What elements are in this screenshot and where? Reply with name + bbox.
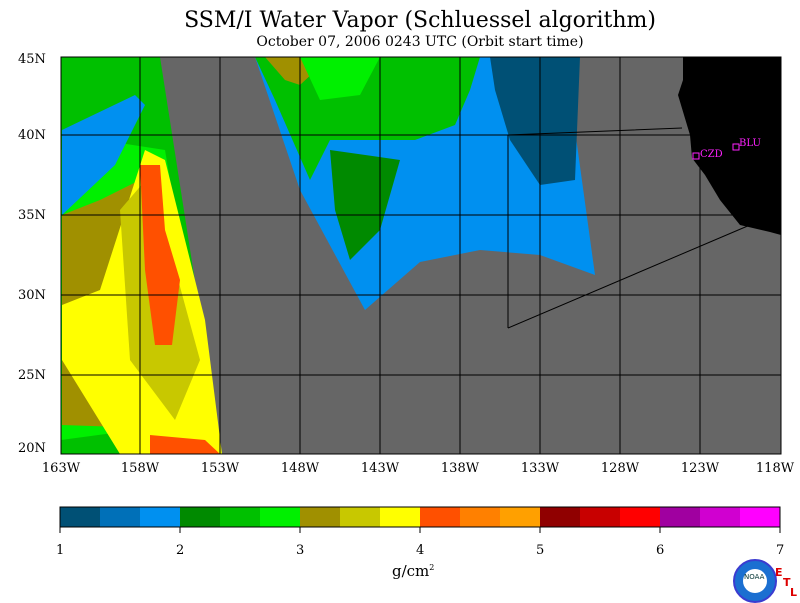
lon-label-153w: 153W xyxy=(200,461,240,476)
lat-label-30n: 30N xyxy=(18,288,46,303)
colorbar xyxy=(59,506,781,528)
lat-label-35n: 35N xyxy=(18,208,46,223)
middle-swath-darkgreen xyxy=(330,150,400,260)
track-line-diagonal xyxy=(507,224,751,329)
colorbar-swatch xyxy=(340,507,381,527)
colorbar-swatch xyxy=(460,507,501,527)
lon-label-123w: 123W xyxy=(680,461,720,476)
colorbar-swatch xyxy=(380,507,421,527)
station-blu-marker xyxy=(732,143,740,151)
lon-label-138w: 138W xyxy=(440,461,480,476)
colorbar-swatch xyxy=(60,507,101,527)
left-swath-orange-bottom xyxy=(150,435,220,454)
lon-label-148w: 148W xyxy=(280,461,320,476)
land-mass xyxy=(678,57,781,235)
colorbar-swatch xyxy=(140,507,181,527)
left-swath-orange xyxy=(140,165,180,345)
colorbar-tick-marks xyxy=(59,527,781,533)
colorbar-tick-5: 5 xyxy=(536,543,545,558)
colorbar-swatch xyxy=(220,507,261,527)
left-swath-blue xyxy=(62,95,145,215)
colorbar-swatch xyxy=(740,507,781,527)
colorbar-swatch xyxy=(540,507,581,527)
units-base: g/cm xyxy=(392,562,430,580)
noaa-logo-text: NOAA xyxy=(744,573,765,581)
colorbar-swatch xyxy=(500,507,541,527)
lon-label-133w: 133W xyxy=(520,461,560,476)
colorbar-swatch xyxy=(620,507,661,527)
middle-swath-lightgreen xyxy=(300,57,380,100)
colorbar-tick-1: 1 xyxy=(56,543,65,558)
station-czd-marker xyxy=(692,152,700,160)
lat-label-40n: 40N xyxy=(18,128,46,143)
etl-letter-l: L xyxy=(790,586,798,599)
lat-label-25n: 25N xyxy=(18,368,46,383)
lat-label-20n: 20N xyxy=(18,441,46,456)
colorbar-swatch xyxy=(260,507,301,527)
chart-title: SSM/I Water Vapor (Schluessel algorithm) xyxy=(184,8,656,33)
etl-letter-t: T xyxy=(783,576,791,589)
lon-label-143w: 143W xyxy=(360,461,400,476)
colorbar-units: g/cm2 xyxy=(392,562,434,580)
colorbar-tick-7: 7 xyxy=(776,543,785,558)
chart-subtitle: October 07, 2006 0243 UTC (Orbit start t… xyxy=(256,34,584,50)
track-line xyxy=(507,127,683,328)
etl-letter-e: E xyxy=(775,566,783,579)
middle-swath-green xyxy=(255,57,480,180)
colorbar-swatch xyxy=(700,507,741,527)
colorbar-tick-4: 4 xyxy=(416,543,425,558)
colorbar-swatch xyxy=(660,507,701,527)
colorbar-swatch xyxy=(580,507,621,527)
colorbar-tick-3: 3 xyxy=(296,543,305,558)
lat-label-45n: 45N xyxy=(18,52,46,67)
lon-label-118w: 118W xyxy=(755,461,795,476)
station-blu-label: BLU xyxy=(739,138,761,149)
units-exponent: 2 xyxy=(429,563,435,572)
lon-label-158w: 158W xyxy=(120,461,160,476)
graticule xyxy=(61,57,781,454)
noaa-logo: NOAA xyxy=(733,559,777,603)
middle-swath-dark-blue xyxy=(490,57,580,185)
colorbar-swatch xyxy=(180,507,221,527)
colorbar-tick-2: 2 xyxy=(176,543,185,558)
colorbar-swatch xyxy=(420,507,461,527)
plot-frame xyxy=(60,56,782,455)
lon-label-128w: 128W xyxy=(600,461,640,476)
lon-label-163w: 163W xyxy=(41,461,81,476)
colorbar-tick-6: 6 xyxy=(656,543,665,558)
colorbar-swatch xyxy=(100,507,141,527)
station-czd-label: CZD xyxy=(700,149,723,160)
colorbar-swatch xyxy=(300,507,341,527)
